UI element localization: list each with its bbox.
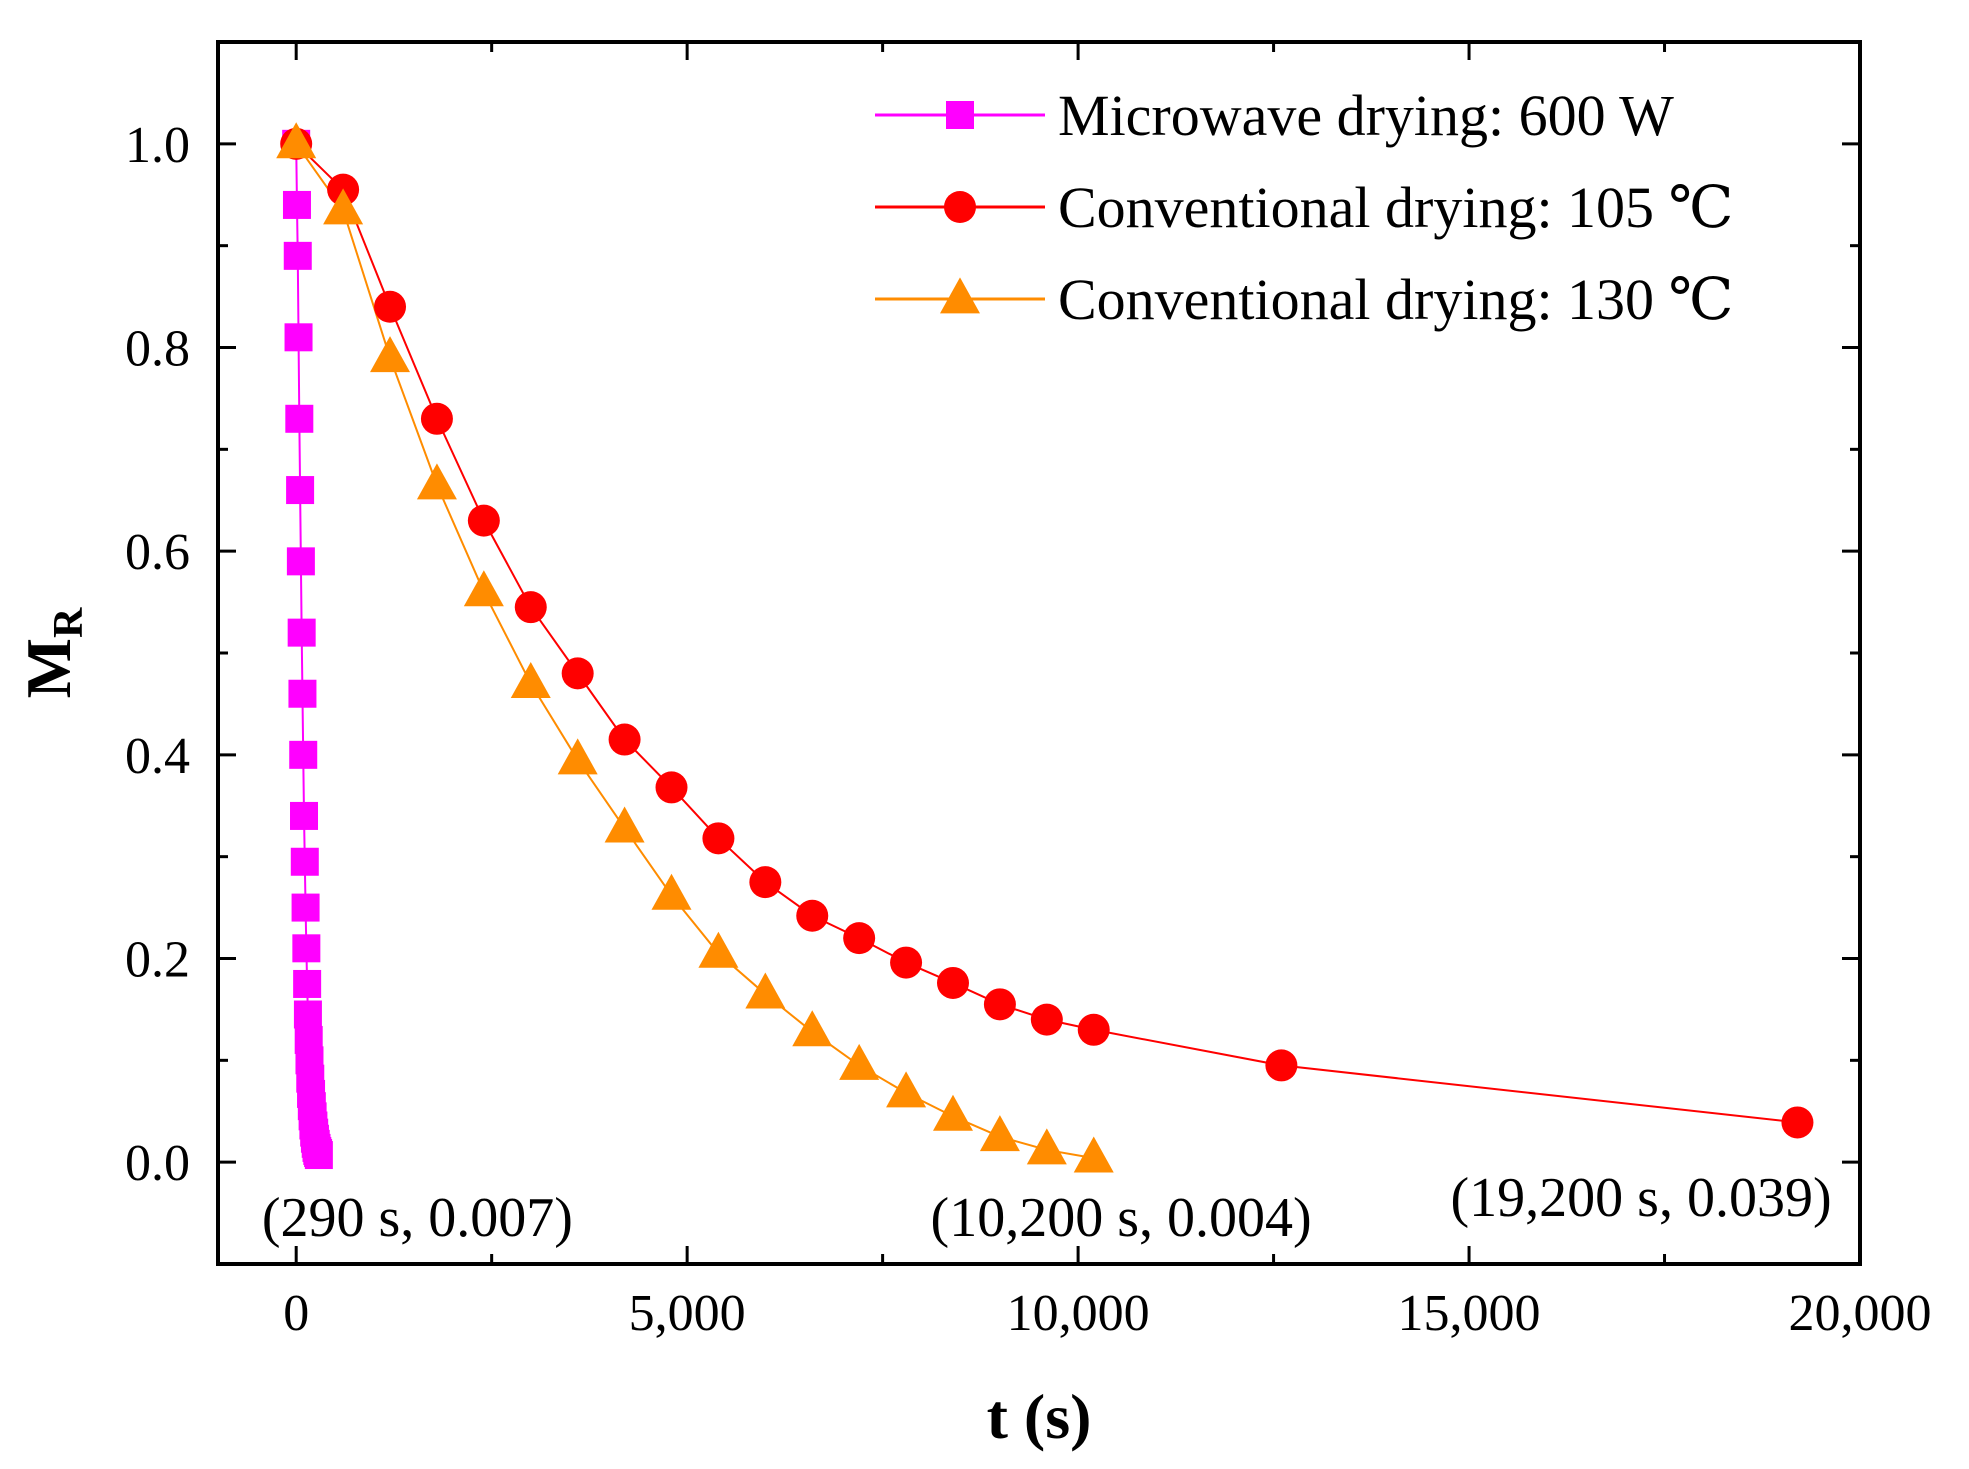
data-point-triangle xyxy=(745,972,786,1009)
y-axis-title-main: M xyxy=(13,638,84,698)
x-axis-title: t (s) xyxy=(987,1381,1092,1452)
data-point-triangle xyxy=(276,122,317,159)
legend-label: Microwave drying: 600 W xyxy=(1058,83,1674,148)
legend-marker-square xyxy=(946,101,974,129)
data-point-circle xyxy=(936,966,969,999)
x-tick-label: 10,000 xyxy=(1007,1285,1150,1342)
data-point-triangle xyxy=(792,1010,833,1047)
x-tick-label: 0 xyxy=(283,1285,309,1342)
data-point-square xyxy=(284,323,313,352)
data-point-triangle xyxy=(323,188,364,225)
data-point-square xyxy=(304,1141,333,1170)
data-point-circle xyxy=(1781,1106,1814,1139)
data-point-circle xyxy=(890,946,923,979)
data-point-circle xyxy=(1030,1003,1063,1036)
data-point-square xyxy=(293,1000,322,1029)
data-point-square xyxy=(286,547,315,576)
data-point-square xyxy=(293,969,322,998)
data-point-circle xyxy=(983,988,1016,1021)
data-point-triangle xyxy=(416,463,457,500)
data-point-triangle xyxy=(1073,1136,1114,1173)
y-tick-label: 1.0 xyxy=(125,117,190,174)
data-point-circle xyxy=(749,866,782,899)
data-point-square xyxy=(292,934,321,963)
data-point-triangle xyxy=(932,1094,973,1131)
data-point-square xyxy=(283,241,312,270)
data-point-square xyxy=(289,740,318,769)
y-tick-label: 0.8 xyxy=(125,321,190,378)
data-point-square xyxy=(287,618,316,647)
legend-label: Conventional drying: 130 ℃ xyxy=(1058,267,1733,332)
point-annotation: (10,200 s, 0.004) xyxy=(931,1187,1312,1249)
data-point-triangle xyxy=(604,806,645,843)
data-point-square xyxy=(290,847,319,876)
data-point-square xyxy=(288,679,317,708)
data-point-circle xyxy=(514,591,547,624)
data-point-circle xyxy=(702,822,735,855)
data-point-circle xyxy=(655,771,688,804)
data-point-triangle xyxy=(370,336,411,373)
legend-label: Conventional drying: 105 ℃ xyxy=(1058,175,1733,240)
y-tick-label: 0.2 xyxy=(125,932,190,989)
data-point-circle xyxy=(561,657,594,690)
point-annotation: (19,200 s, 0.039) xyxy=(1451,1167,1832,1229)
svg-text:MR: MR xyxy=(13,607,92,698)
series-line-2 xyxy=(295,143,1094,1160)
data-point-triangle xyxy=(698,931,739,968)
data-point-square xyxy=(285,404,314,433)
data-point-circle xyxy=(608,723,641,756)
data-point-triangle xyxy=(557,738,598,775)
y-tick-label: 0.6 xyxy=(125,524,190,581)
legend-marker-triangle xyxy=(940,277,980,314)
y-tick-label: 0.4 xyxy=(125,728,190,785)
data-point-square xyxy=(286,476,315,505)
data-point-triangle xyxy=(886,1071,927,1108)
data-point-circle xyxy=(420,402,453,435)
data-point-circle xyxy=(796,899,829,932)
point-annotation: (290 s, 0.007) xyxy=(262,1187,573,1249)
data-point-circle xyxy=(1077,1013,1110,1046)
data-point-circle xyxy=(1265,1049,1298,1082)
legend: Microwave drying: 600 W Conventional dryi… xyxy=(875,83,1733,332)
legend-marker-circle xyxy=(944,191,976,223)
data-point-triangle xyxy=(510,661,551,698)
data-point-circle xyxy=(467,504,500,537)
data-point-square xyxy=(290,801,319,830)
data-point-triangle xyxy=(463,570,504,607)
data-point-square xyxy=(291,893,320,922)
data-point-triangle xyxy=(651,873,692,910)
x-tick-label: 15,000 xyxy=(1398,1285,1541,1342)
data-point-circle xyxy=(843,922,876,955)
data-point-square xyxy=(282,190,311,219)
y-axis-title-sub: R xyxy=(46,607,92,638)
data-point-triangle xyxy=(979,1115,1020,1152)
data-point-triangle xyxy=(839,1043,880,1080)
data-point-triangle xyxy=(1026,1128,1067,1165)
data-point-circle xyxy=(374,290,407,323)
y-axis-title: MR xyxy=(13,607,92,698)
x-tick-label: 5,000 xyxy=(629,1285,746,1342)
y-tick-label: 0.0 xyxy=(125,1135,190,1192)
x-tick-label: 20,000 xyxy=(1789,1285,1932,1342)
